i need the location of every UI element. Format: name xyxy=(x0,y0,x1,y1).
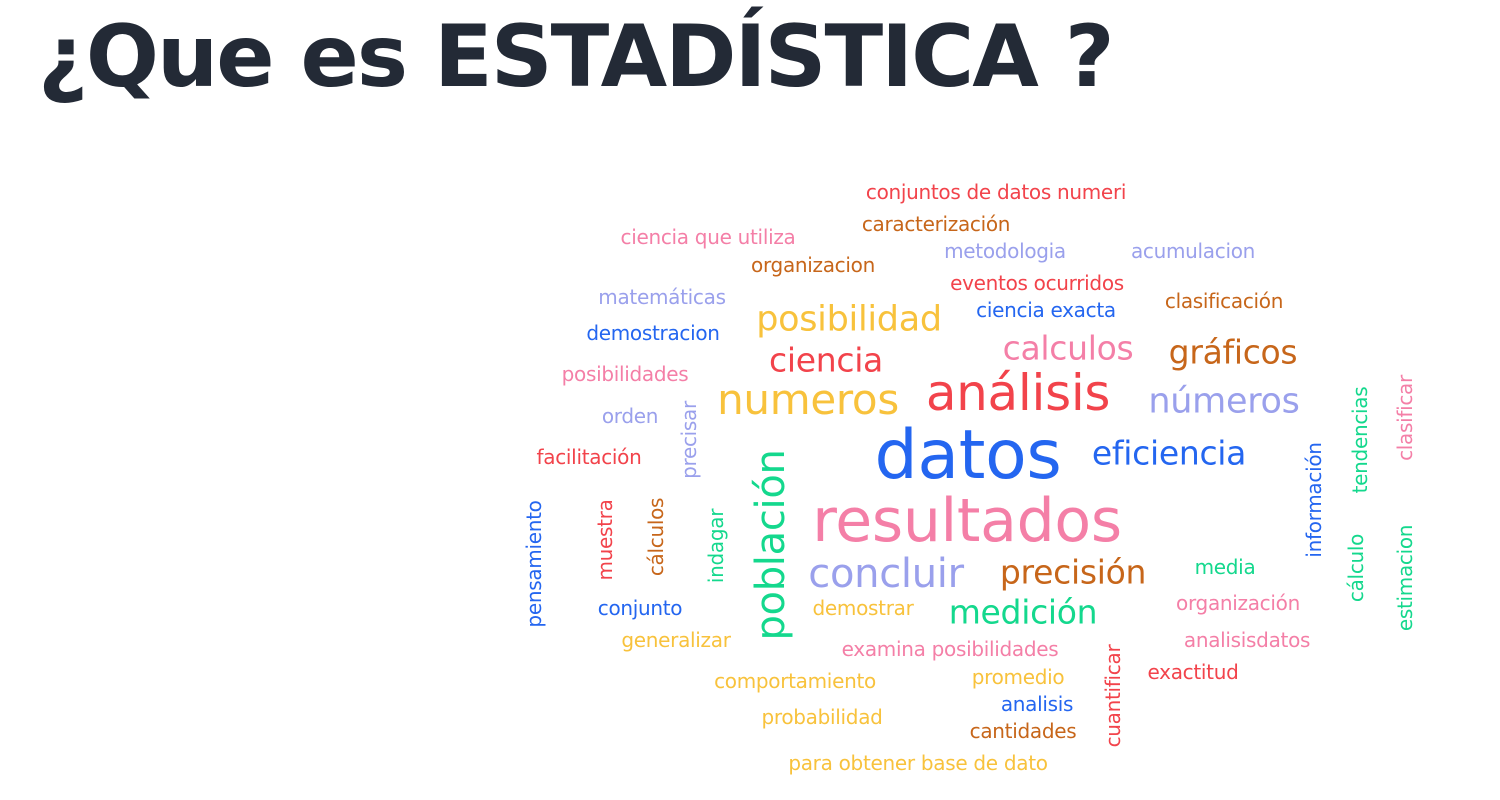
word-cloud-word: numeros xyxy=(717,375,899,424)
word-cloud-word: eficiencia xyxy=(1091,433,1247,473)
word-cloud-word: ciencia que utiliza xyxy=(620,225,796,249)
word-cloud-word: matemáticas xyxy=(598,285,726,309)
word-cloud-word: posibilidades xyxy=(561,362,689,386)
word-cloud-word: resultados xyxy=(812,486,1122,556)
word-cloud-word: números xyxy=(1148,381,1300,422)
word-cloud-word: estimacion xyxy=(1393,524,1417,632)
word-cloud-word: cálculo xyxy=(1344,533,1368,603)
word-cloud-word: precisión xyxy=(999,552,1147,592)
word-cloud-word: clasificar xyxy=(1393,375,1417,461)
word-cloud-word: media xyxy=(1194,555,1256,579)
word-cloud-word: examina posibilidades xyxy=(841,637,1059,661)
word-cloud-word: acumulacion xyxy=(1130,239,1256,263)
word-cloud-word: organizacion xyxy=(751,253,875,277)
word-cloud-word: metodologia xyxy=(944,239,1066,263)
word-cloud-word: indagar xyxy=(704,508,728,584)
word-cloud-word: comportamiento xyxy=(714,669,876,693)
word-cloud-word: caracterización xyxy=(861,212,1011,236)
word-cloud-word: datos xyxy=(874,416,1062,495)
word-cloud-word: demostrar xyxy=(812,596,914,620)
word-cloud-word: conjuntos de datos numeri xyxy=(865,180,1127,204)
word-cloud-word: muestra xyxy=(593,499,617,581)
word-cloud-word: tendencias xyxy=(1348,386,1372,494)
word-cloud-word: información xyxy=(1302,442,1326,558)
word-cloud-word: para obtener base de dato xyxy=(788,751,1048,775)
word-cloud-word: posibilidad xyxy=(756,299,942,340)
word-cloud-word: calculos xyxy=(1002,328,1134,368)
word-cloud-word: precisar xyxy=(677,401,701,479)
word-cloud-word: promedio xyxy=(971,665,1065,689)
word-cloud-word: cálculos xyxy=(644,497,668,577)
word-cloud-word: conjunto xyxy=(597,596,683,620)
word-cloud-word: análisis xyxy=(925,364,1111,422)
word-cloud-word: analisis xyxy=(1000,692,1074,716)
word-cloud-word: clasificación xyxy=(1164,289,1284,313)
word-cloud-word: organización xyxy=(1176,591,1300,615)
word-cloud-word: concluir xyxy=(808,551,964,597)
word-cloud-word: medición xyxy=(948,592,1098,632)
word-cloud-word: gráficos xyxy=(1168,332,1298,372)
word-cloud-word: probabilidad xyxy=(761,705,883,729)
word-cloud-word: población xyxy=(748,449,794,641)
word-cloud-word: pensamiento xyxy=(522,500,546,628)
word-cloud-word: analisisdatos xyxy=(1183,628,1311,652)
word-cloud-word: ciencia xyxy=(769,340,883,380)
word-cloud-word: exactitud xyxy=(1147,660,1239,684)
word-cloud-word: generalizar xyxy=(621,628,731,652)
word-cloud-word: eventos ocurridos xyxy=(950,271,1124,295)
word-cloud-word: facilitación xyxy=(536,445,642,469)
word-cloud-word: ciencia exacta xyxy=(976,298,1116,322)
slide-title: ¿Que es ESTADÍSTICA ? xyxy=(38,7,1115,107)
word-cloud-word: demostracion xyxy=(586,321,720,345)
word-cloud-word: orden xyxy=(601,404,659,428)
word-cloud-word: cuantificar xyxy=(1101,644,1125,748)
word-cloud-word: cantidades xyxy=(969,719,1077,743)
